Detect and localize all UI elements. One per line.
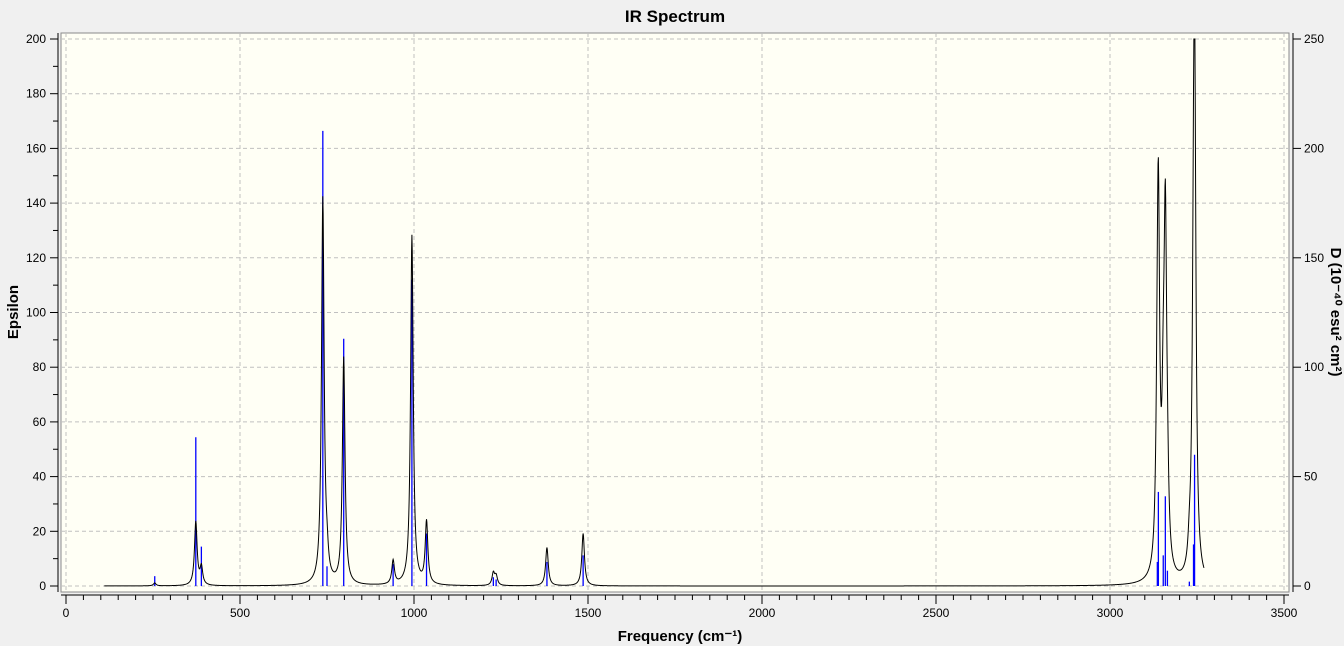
x-tick-label: 2000 [749, 606, 776, 620]
axes: 0204060801001201401601802000501001502002… [26, 32, 1324, 620]
y-tick-label: 0 [39, 579, 46, 593]
chart-title: IR Spectrum [625, 7, 725, 26]
y2-axis-title: D (10⁻⁴⁰ esu² cm²) [1327, 248, 1344, 377]
y2-tick-label: 250 [1304, 32, 1324, 46]
y-tick-label: 140 [26, 196, 46, 210]
y-tick-label: 120 [26, 251, 46, 265]
x-tick-label: 500 [230, 606, 250, 620]
y2-tick-label: 200 [1304, 141, 1324, 155]
y-axis-title: Epsilon [5, 285, 22, 339]
y2-tick-label: 100 [1304, 360, 1324, 374]
y-tick-label: 40 [33, 470, 47, 484]
spectrum-curve [104, 38, 1205, 587]
y2-tick-label: 150 [1304, 251, 1324, 265]
y-tick-label: 100 [26, 306, 46, 320]
y-tick-label: 20 [33, 524, 47, 538]
y-tick-label: 60 [33, 415, 47, 429]
y2-tick-label: 50 [1304, 470, 1318, 484]
y2-tick-label: 0 [1304, 579, 1311, 593]
x-tick-label: 1000 [401, 606, 428, 620]
x-tick-label: 2500 [923, 606, 950, 620]
y-tick-label: 200 [26, 32, 46, 46]
x-tick-label: 1500 [575, 606, 602, 620]
x-tick-label: 3000 [1097, 606, 1124, 620]
x-tick-label: 0 [63, 606, 70, 620]
y-tick-label: 160 [26, 141, 46, 155]
y-tick-label: 80 [33, 360, 47, 374]
x-axis-title: Frequency (cm⁻¹) [618, 628, 743, 645]
y-tick-label: 180 [26, 87, 46, 101]
x-tick-label: 3500 [1271, 606, 1298, 620]
